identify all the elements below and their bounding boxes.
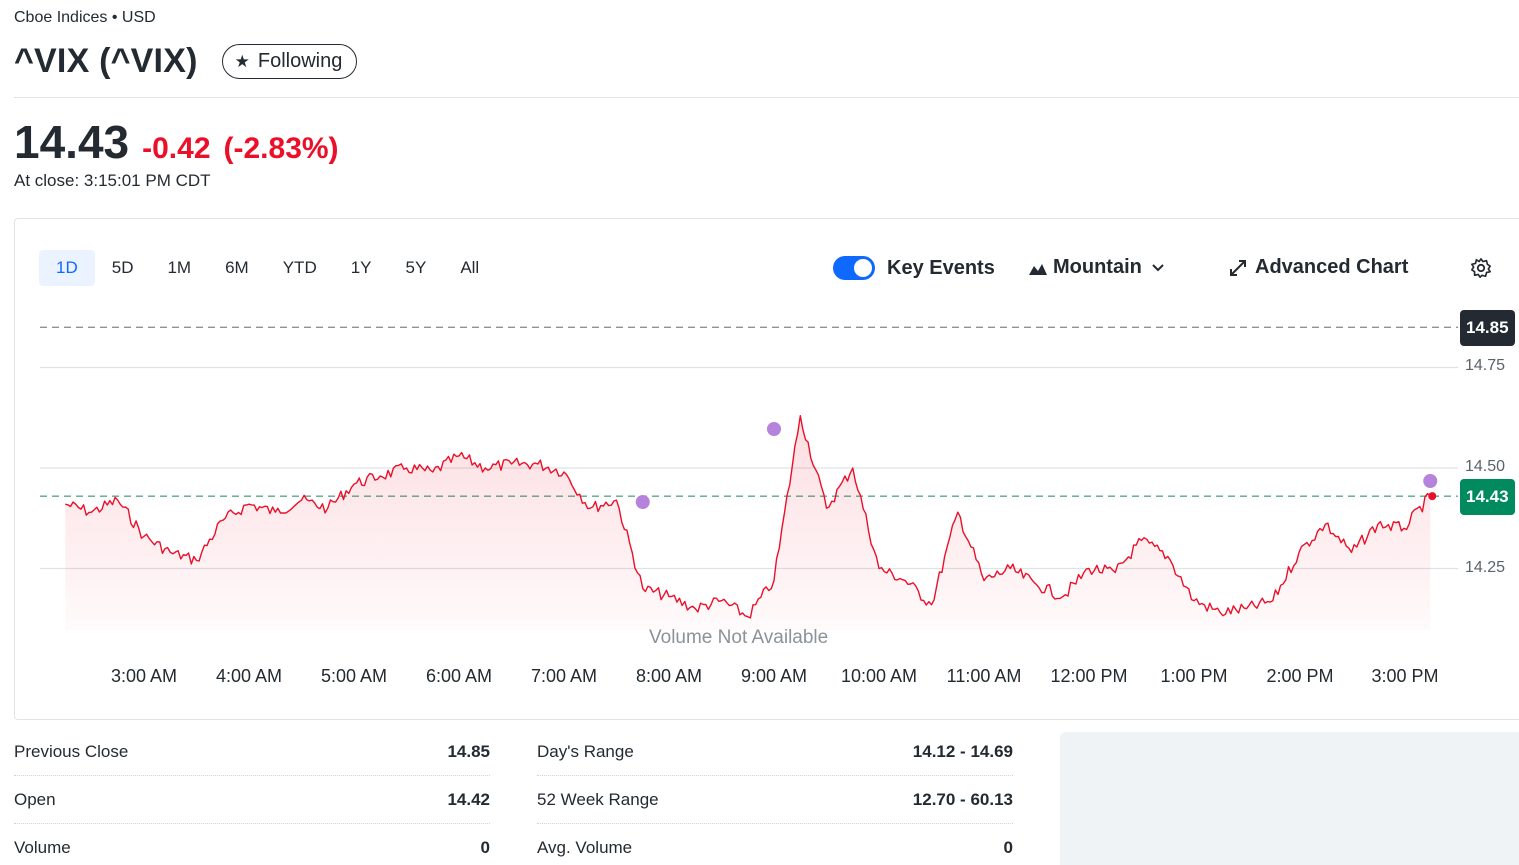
following-button[interactable]: ★ Following: [221, 44, 358, 79]
x-tick-label: 1:00 PM: [1160, 666, 1228, 686]
price-chart[interactable]: [0, 0, 1519, 720]
x-tick-label: 7:00 AM: [530, 666, 598, 686]
stat-row: Open 14.42: [14, 776, 490, 824]
chart-type-dropdown[interactable]: Mountain: [1029, 256, 1164, 279]
price-change: -0.42: [142, 132, 211, 165]
star-icon: ★: [234, 51, 250, 71]
stat-value: 12.70 - 60.13: [912, 789, 1013, 809]
x-tick-label: 8:00 AM: [635, 666, 703, 686]
chevron-down-icon: [1152, 263, 1164, 271]
quote-row: 14.43 -0.42 (-2.83%): [14, 115, 339, 169]
exchange-info: Cboe Indices • USD: [14, 9, 156, 26]
key-event-marker: [767, 422, 781, 436]
stat-label: Previous Close: [14, 741, 129, 761]
x-tick-label: 3:00 AM: [110, 666, 178, 686]
stat-row: 52 Week Range 12.70 - 60.13: [537, 776, 1013, 824]
y-tick-label: 14.75: [1465, 357, 1506, 374]
x-tick-label: 3:00 PM: [1371, 666, 1439, 686]
range-tab[interactable]: YTD: [282, 258, 317, 277]
key-events-toggle[interactable]: Key Events: [833, 256, 995, 280]
toggle-knob: [854, 259, 872, 277]
x-tick-label: 12:00 PM: [1050, 666, 1128, 686]
stat-value: 0: [1003, 837, 1013, 857]
range-tabs: 1D 5D 1M 6M YTD 1Y 5Y All: [39, 250, 496, 286]
title-row: ^VIX (^VIX) ★ Following: [14, 42, 358, 81]
stat-label: 52 Week Range: [537, 789, 659, 809]
range-tab[interactable]: 1M: [167, 258, 192, 277]
previous-close-badge: 14.85: [1460, 310, 1515, 346]
stat-label: Day's Range: [537, 741, 634, 761]
price: 14.43: [14, 116, 130, 168]
close-time: At close: 3:15:01 PM CDT: [14, 171, 211, 190]
range-tab[interactable]: 5Y: [405, 258, 427, 277]
stat-row: Day's Range 14.12 - 14.69: [537, 728, 1013, 776]
advanced-chart-button[interactable]: Advanced Chart: [1229, 256, 1408, 279]
key-event-marker: [1423, 474, 1438, 488]
last-price-dot: [1428, 492, 1437, 501]
stat-label: Volume: [14, 837, 71, 857]
stat-label: Open: [14, 789, 56, 809]
key-events-label: Key Events: [887, 256, 995, 279]
stats-right: Day's Range 14.12 - 14.69 52 Week Range 12.…: [537, 728, 1013, 865]
y-tick-label: 14.25: [1465, 559, 1506, 576]
page-title: ^VIX (^VIX): [14, 42, 198, 80]
gear-icon[interactable]: [1470, 257, 1492, 279]
stats-left: Previous Close 14.85 Open 14.42 Volume 0: [14, 728, 490, 865]
range-tab[interactable]: 1D: [39, 250, 95, 286]
range-tab[interactable]: 1Y: [350, 258, 372, 277]
x-tick-label: 9:00 AM: [740, 666, 808, 686]
chart-type-label: Mountain: [1053, 256, 1142, 278]
range-tab[interactable]: 6M: [225, 258, 249, 277]
toggle-switch[interactable]: [833, 256, 875, 280]
chart-card: 1D 5D 1M 6M YTD 1Y 5Y All Key Events Mountain A…: [14, 218, 1519, 720]
stat-row: Previous Close 14.85: [14, 728, 490, 776]
price-change-percent: (-2.83%): [223, 132, 339, 165]
ad-placeholder: [1060, 732, 1519, 865]
x-tick-label: 6:00 AM: [425, 666, 493, 686]
range-tab[interactable]: 5D: [111, 258, 134, 277]
volume-not-available: Volume Not Available: [649, 627, 829, 648]
following-label: Following: [257, 50, 343, 72]
y-tick-label: 14.50: [1465, 458, 1506, 475]
mountain-icon: [1029, 263, 1047, 275]
stat-value: 14.85: [447, 741, 490, 761]
price-area: [65, 415, 1431, 630]
stat-label: Avg. Volume: [537, 837, 633, 857]
stat-value: 14.42: [447, 789, 490, 809]
current-price-badge: 14.43: [1460, 479, 1515, 515]
x-tick-label: 4:00 AM: [215, 666, 283, 686]
x-tick-label: 11:00 AM: [946, 666, 1022, 686]
stat-value: 0: [480, 837, 490, 857]
price-line: [65, 415, 1431, 619]
stat-value: 14.12 - 14.69: [912, 741, 1013, 761]
expand-icon: [1230, 259, 1246, 276]
range-tab[interactable]: All: [460, 258, 480, 277]
key-event-marker: [635, 495, 650, 509]
stat-row: Volume 0: [14, 824, 490, 865]
stat-row: Avg. Volume 0: [537, 824, 1013, 865]
x-tick-label: 10:00 AM: [840, 666, 918, 686]
divider: [14, 97, 1519, 98]
x-tick-label: 5:00 AM: [320, 666, 388, 686]
advanced-chart-label: Advanced Chart: [1255, 256, 1409, 278]
x-tick-label: 2:00 PM: [1266, 666, 1334, 686]
